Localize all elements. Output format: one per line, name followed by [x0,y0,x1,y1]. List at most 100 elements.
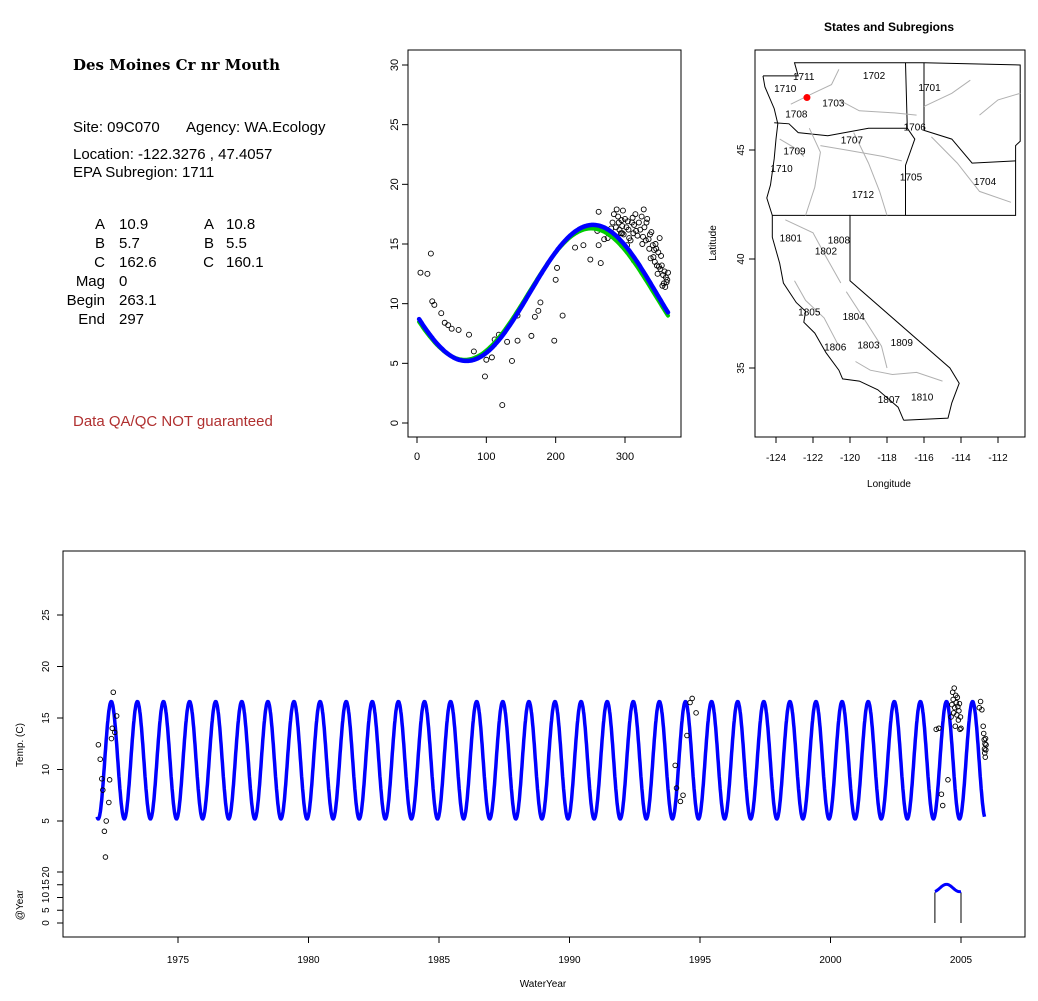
ts-point [101,828,108,835]
ts-point [687,699,693,706]
wa-or-border [774,62,908,137]
epa-subregion: EPA Subregion: 1711 [73,164,215,181]
ts-point [957,714,964,720]
ts-y-tick-label-bottom: 15 [41,879,52,891]
param-value: 10.9 [119,216,149,233]
seasonal-point [504,338,511,345]
ts-point [958,725,964,732]
ts-point [108,735,115,742]
seasonal-point [619,207,626,214]
param-value: 160.1 [226,254,264,271]
seasonal-point [499,402,506,409]
seasonal-point [587,256,594,263]
seasonal-x-tick-label: 100 [477,451,495,463]
subregion-label: 1707 [841,135,864,146]
seasonal-x-tick-label: 0 [414,451,420,463]
seasonal-point [665,269,671,276]
subregion-label: 1802 [815,247,838,258]
qa-note: Data QA/QC NOT guaranteed [73,413,273,430]
param-label: A [94,216,105,233]
map-y-tick-label: 35 [736,362,747,374]
seasonal-y-tick-label: 5 [389,360,401,366]
param-label: Begin [66,292,105,309]
ts-point [109,725,115,732]
seasonal-point [616,226,623,233]
ts-point [938,791,945,797]
subregion-label: 1703 [822,98,845,109]
subregion-label: 1712 [852,190,875,201]
param-value: 5.5 [226,235,247,252]
subregion-label: 1701 [918,83,941,94]
seasonal-point [597,260,604,267]
timeseries-y-label: Temp. (C) [15,723,26,767]
agency: Agency: WA.Ecology [186,119,326,136]
param-label: C [203,254,214,271]
param-value: 5.7 [119,235,140,252]
seasonal-point [509,357,515,364]
ts-y-tick-label: 5 [41,818,52,824]
seasonal-point [580,242,587,249]
ts-point [672,762,678,769]
subregion-boundary [779,138,805,157]
ts-point [949,701,955,708]
ts-y-tick-label-bottom: 0 [41,920,52,926]
ts-point [957,726,963,733]
subregion-label: 1702 [863,71,886,82]
seasonal-fit-green [417,226,670,362]
seasonal-point [417,269,424,276]
map-x-tick-label: -114 [951,453,971,464]
map-boundaries [762,62,1021,421]
ts-x-tick-label: 1995 [689,955,712,966]
ts-point [939,802,946,809]
subregion-boundary [853,132,888,216]
seasonal-point [620,231,627,238]
ts-point [980,730,987,737]
map-title: States and Subregions [824,20,954,34]
seasonal-point [535,307,542,314]
seasonal-point [640,233,646,240]
subregion-label: 1710 [774,84,797,95]
subregion-label: 1706 [904,122,927,133]
subregion-label: 1803 [857,340,880,351]
seasonal-y-tick-label: 10 [389,298,401,310]
ts-point [693,710,699,716]
map-frame [754,49,1026,438]
subregion-label: 1711 [793,72,815,83]
subregion-label: 1809 [891,338,914,349]
subregion-label: 1709 [783,146,806,157]
seasonal-fit-lines [416,222,671,364]
subregion-label: 1807 [878,395,901,406]
seasonal-point [483,356,490,363]
seasonal-x-tick-label: 200 [546,451,564,463]
seasonal-axes: 0 100 200 300 0 5 10 15 20 25 30 [389,59,634,463]
seasonal-point [528,332,535,339]
ts-point [933,726,939,733]
timeseries-fit-line [95,699,987,821]
subregion-boundary [855,361,943,382]
coastline [762,75,905,421]
ts-point [112,729,118,736]
seasonal-fit-chart: 0 100 200 300 0 5 10 15 20 25 30 [389,49,682,463]
seasonal-point [514,337,521,344]
ts-x-tick-label: 2005 [950,955,973,966]
ts-point [106,799,112,806]
seasonal-point [559,312,566,319]
timeseries-x-label: WaterYear [520,979,567,990]
id-mt-border [923,62,1016,164]
subregion-label: 1806 [824,343,847,354]
subregion-label: 1708 [785,109,808,120]
map-x-label: Longitude [867,479,911,490]
ts-point [95,742,102,748]
seasonal-point [638,213,645,220]
subregion-boundary [820,145,902,162]
ts-point [982,741,988,747]
ts-point [936,725,942,732]
ts-point [102,854,109,860]
seasonal-point [455,326,462,333]
ts-point [673,785,680,791]
seasonal-point [613,206,620,213]
seasonal-point [448,325,455,332]
seasonal-point [551,337,558,344]
